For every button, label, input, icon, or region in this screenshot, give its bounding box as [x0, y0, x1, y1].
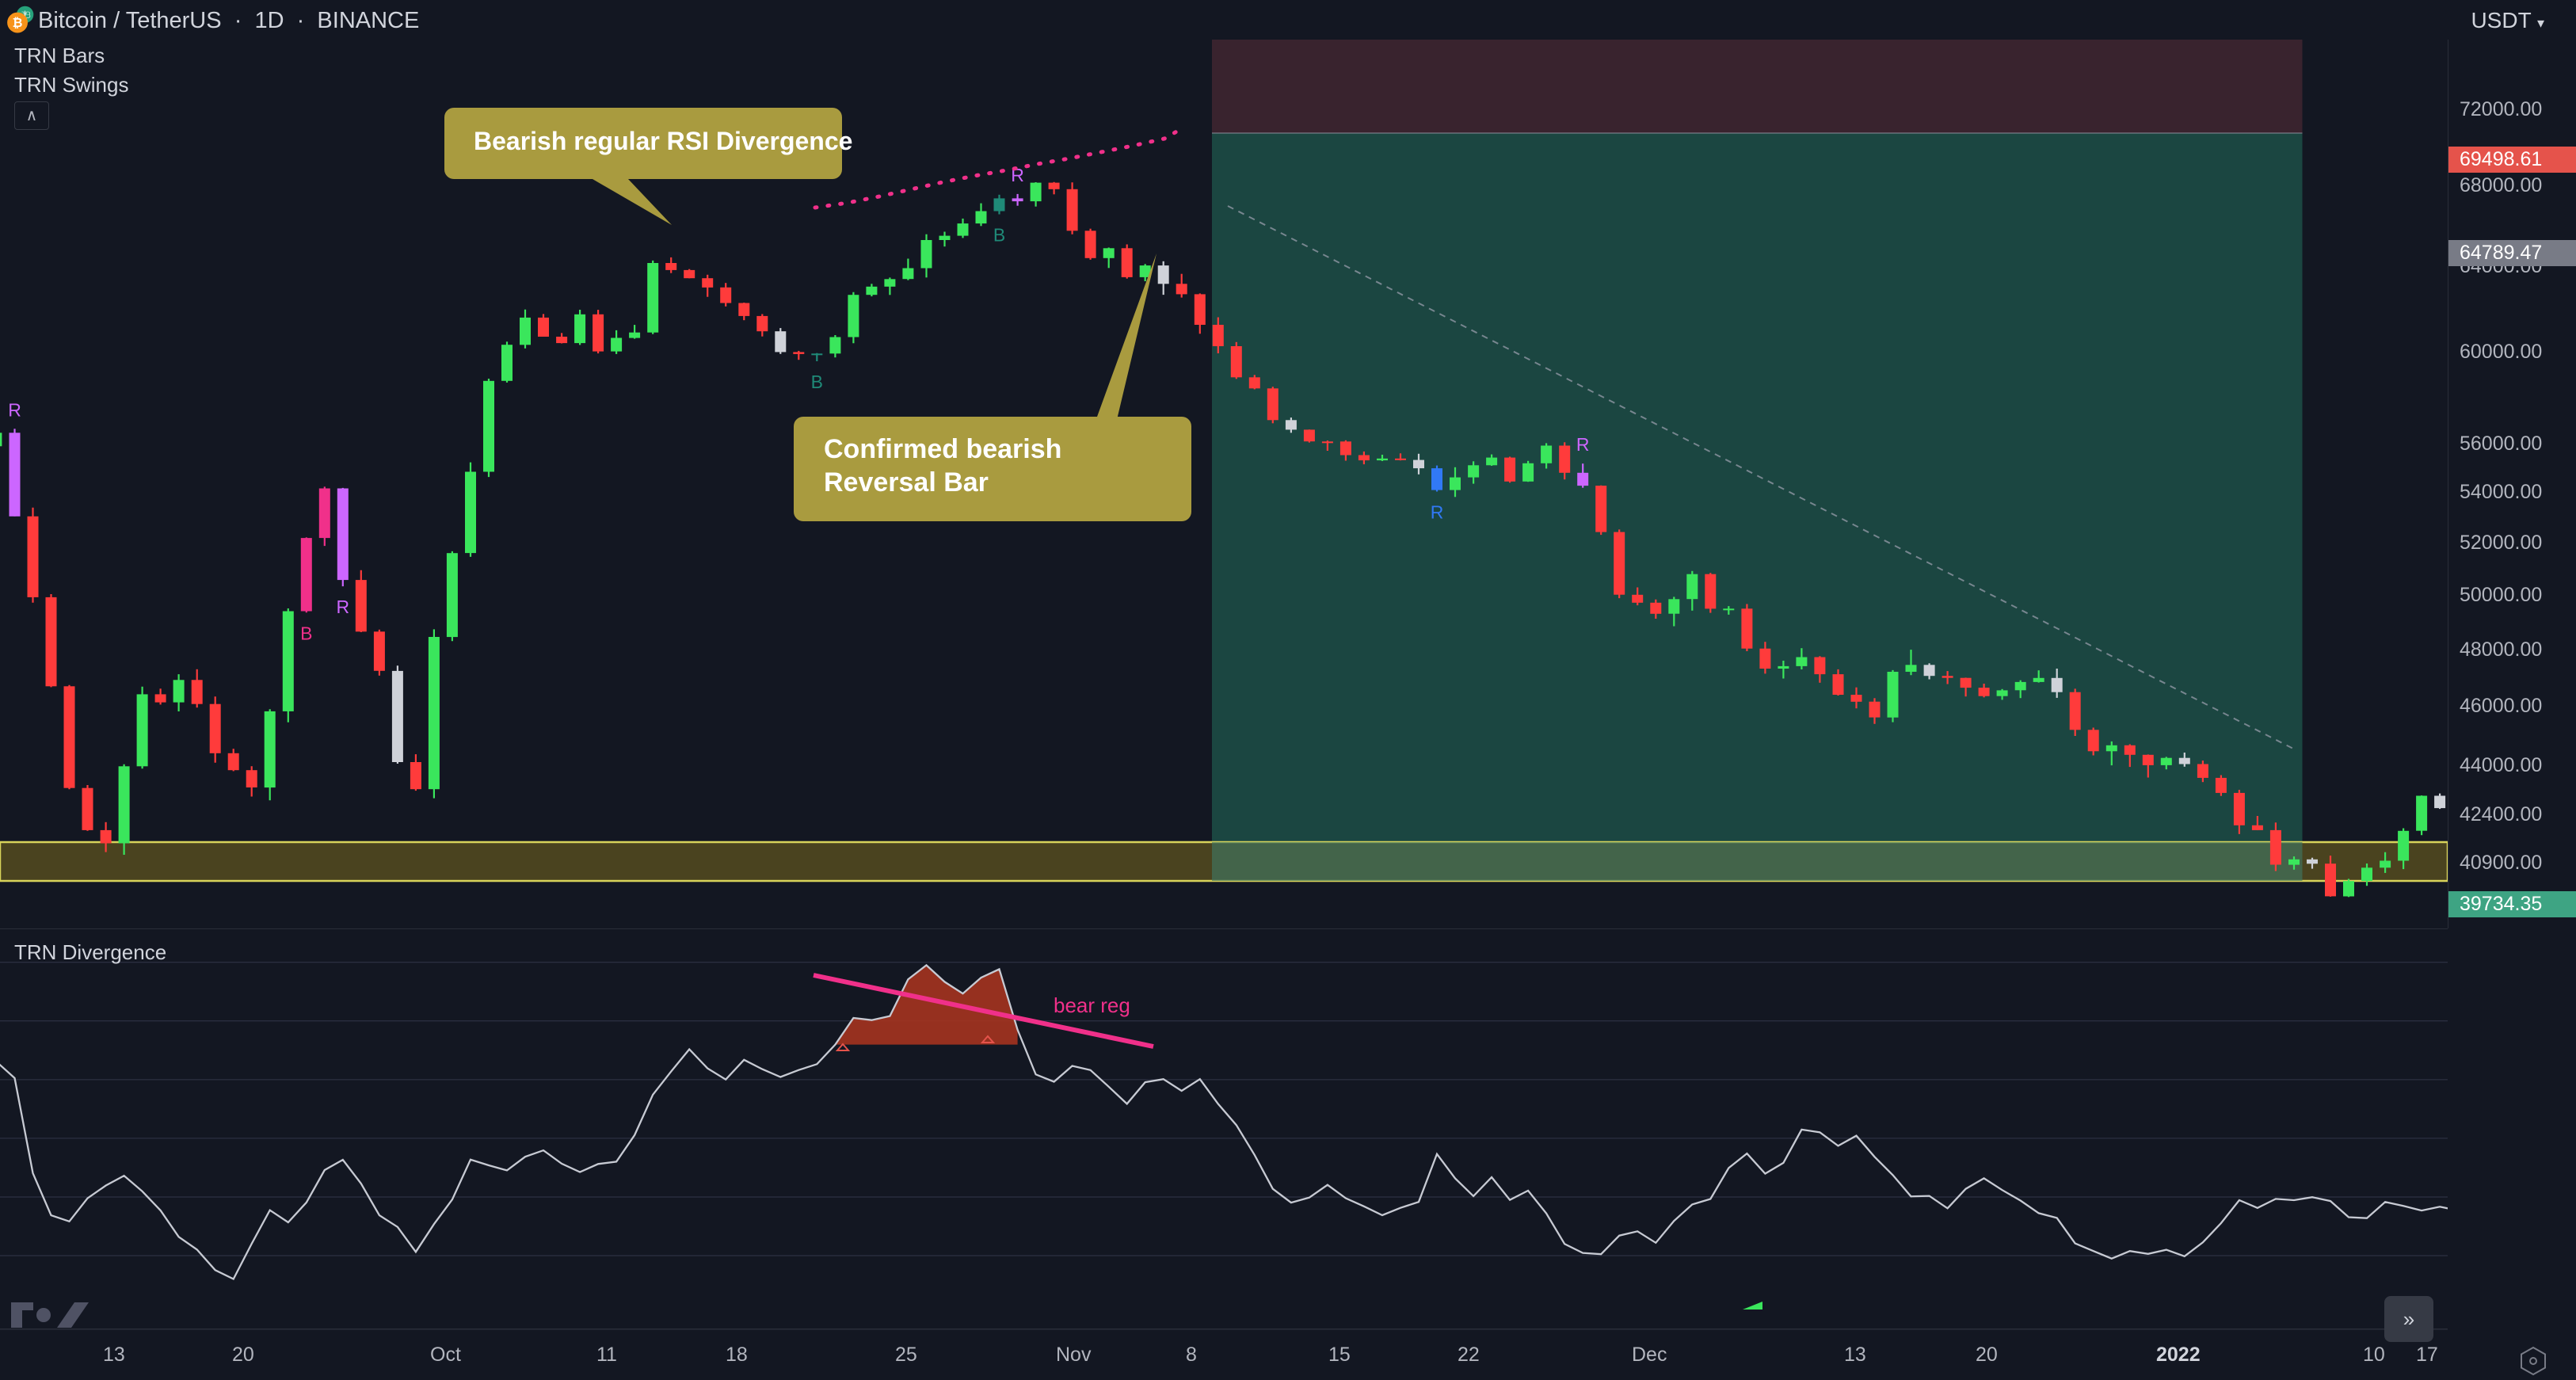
svg-text:bear reg: bear reg [1054, 993, 1130, 1017]
svg-text:Confirmed bearish: Confirmed bearish [824, 434, 1061, 464]
svg-text:Reversal Bar: Reversal Bar [824, 467, 989, 497]
svg-text:₿: ₿ [13, 16, 23, 30]
